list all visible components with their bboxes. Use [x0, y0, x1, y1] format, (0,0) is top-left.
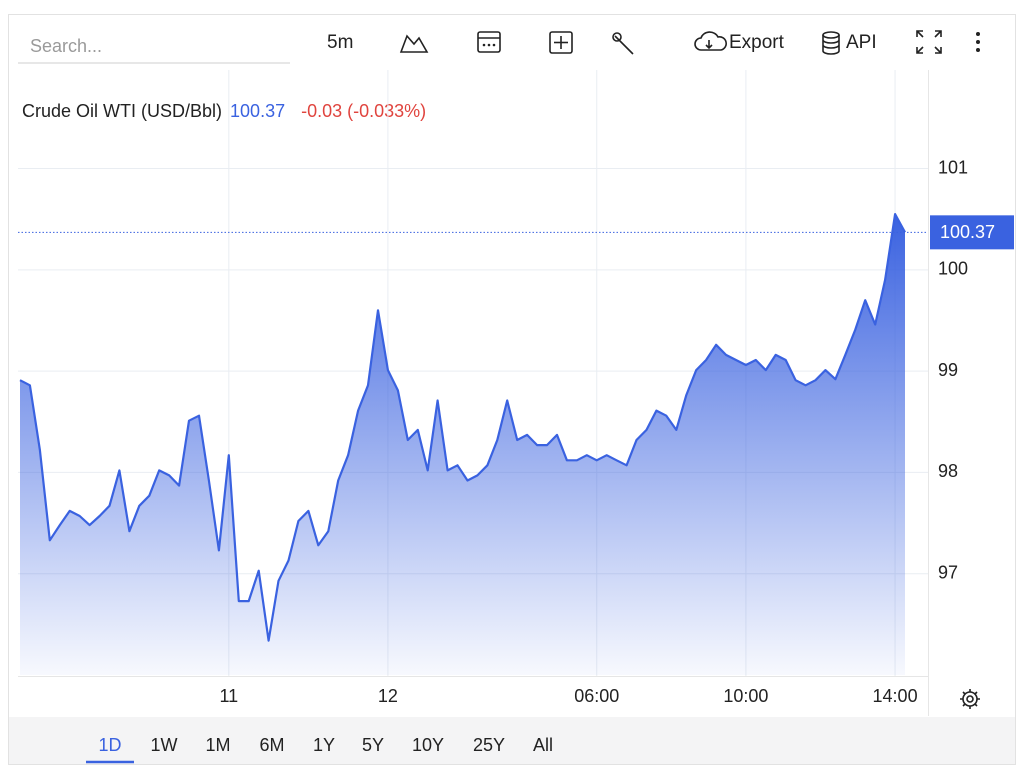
api-button[interactable]: API — [822, 31, 877, 55]
range-button[interactable]: 10Y — [412, 735, 444, 755]
range-button[interactable]: 1M — [205, 735, 230, 755]
range-button[interactable]: 6M — [259, 735, 284, 755]
x-tick-label: 12 — [378, 686, 398, 706]
price-line — [19, 213, 906, 642]
range-button[interactable]: 25Y — [473, 735, 505, 755]
x-tick-label: 10:00 — [723, 686, 768, 706]
range-button[interactable]: 5Y — [362, 735, 384, 755]
chart-type-button[interactable] — [399, 34, 429, 53]
last-price-tag — [930, 215, 1014, 250]
last-price: 100.37 — [230, 101, 285, 121]
y-tick-label: 97 — [938, 562, 958, 582]
interval-button[interactable]: 5m — [327, 32, 353, 53]
range-bar — [9, 717, 1015, 764]
tools-button[interactable] — [612, 32, 634, 55]
search-box[interactable]: Search... — [30, 36, 102, 56]
x-tick-label: 14:00 — [873, 686, 918, 706]
x-tick-label: 06:00 — [574, 686, 619, 706]
more-button[interactable] — [976, 32, 980, 52]
y-tick-label: 99 — [938, 360, 958, 380]
last-price-tag-label: 100.37 — [940, 222, 995, 242]
range-button[interactable]: 1W — [151, 735, 178, 755]
calendar-button[interactable] — [477, 31, 501, 53]
y-tick-label: 100 — [938, 259, 968, 279]
price-change: -0.03 (-0.033%) — [301, 101, 426, 121]
y-tick-label: 98 — [938, 461, 958, 481]
api-label: API — [846, 32, 877, 53]
export-button[interactable]: Export — [694, 31, 785, 53]
export-label: Export — [729, 32, 785, 53]
add-indicator-button[interactable] — [549, 31, 573, 54]
x-tick-label: 11 — [219, 686, 238, 706]
area-fill — [20, 214, 905, 675]
instrument-title: Crude Oil WTI (USD/Bbl) — [22, 101, 222, 121]
range-button[interactable]: 1Y — [313, 735, 335, 755]
fullscreen-button[interactable] — [916, 30, 942, 54]
y-tick-label: 101 — [938, 157, 968, 177]
settings-button[interactable] — [960, 689, 980, 709]
range-button[interactable]: 1D — [98, 735, 121, 755]
range-button[interactable]: All — [533, 735, 553, 755]
